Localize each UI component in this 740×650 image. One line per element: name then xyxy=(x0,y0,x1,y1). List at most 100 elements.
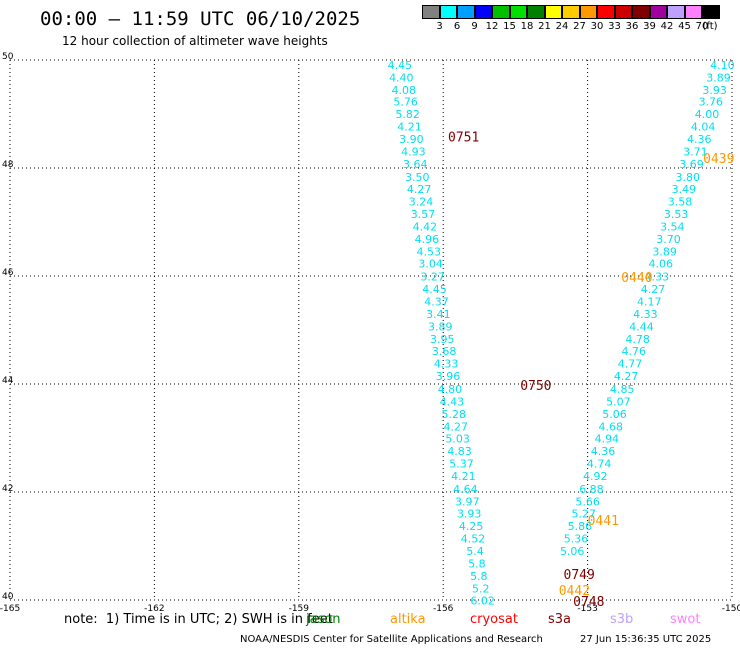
swh-label: 4.25 xyxy=(459,520,484,533)
lat-tick-label: 44 xyxy=(2,376,14,386)
legend-label: 70 xyxy=(695,21,709,32)
legend-swatch xyxy=(632,5,650,19)
swh-label: 4.78 xyxy=(625,333,650,346)
legend-label: 24 xyxy=(555,21,569,32)
swh-label: 5.8 xyxy=(470,570,488,583)
lat-tick-label: 50 xyxy=(2,52,14,62)
swh-label: 4.33 xyxy=(434,358,459,371)
legend-swatch xyxy=(614,5,632,19)
swh-label: 5.07 xyxy=(606,395,631,408)
swh-label: 6.02 xyxy=(470,595,495,608)
pass-time-label: 0439 xyxy=(703,152,734,167)
legend-swatch xyxy=(457,5,475,19)
swh-label: 4.43 xyxy=(440,395,465,408)
swh-label: 3.53 xyxy=(664,208,689,221)
satellite-s3a: s3a xyxy=(548,612,572,627)
swh-label: 4.68 xyxy=(598,420,623,433)
swh-label: 4.21 xyxy=(397,121,422,134)
swh-label: 4.36 xyxy=(591,445,616,458)
swh-label: 4.00 xyxy=(695,108,720,121)
swh-label: 4.92 xyxy=(583,470,608,483)
swh-label: 4.40 xyxy=(389,71,414,84)
swh-label: 5.66 xyxy=(575,495,600,508)
legend-label: 27 xyxy=(573,21,586,32)
legend-swatch xyxy=(684,5,702,19)
swh-label: 4.08 xyxy=(391,84,416,97)
swh-label: 3.93 xyxy=(457,508,482,521)
swh-label: 3.97 xyxy=(455,495,480,508)
swh-label: 5.82 xyxy=(395,108,420,121)
legend-label: 12 xyxy=(485,21,499,32)
legend-swatch xyxy=(527,5,545,19)
swh-label: 3.57 xyxy=(411,208,436,221)
pass-time-label: 0748 xyxy=(573,595,604,610)
swh-label: 4.96 xyxy=(415,233,440,246)
satellite-jason: jason xyxy=(306,612,341,627)
swh-label: 4.52 xyxy=(461,533,486,546)
legend-label: 18 xyxy=(520,21,534,32)
swh-label: 5.8 xyxy=(468,557,486,570)
lat-tick-label: 48 xyxy=(2,160,14,170)
generated-timestamp: 27 Jun 15:36:35 UTC 2025 xyxy=(580,634,712,645)
swh-label: 5.4 xyxy=(466,545,484,558)
lon-tick-label: -150 xyxy=(722,604,740,614)
pass-time-label: 0440 xyxy=(621,271,652,286)
swh-label: 3.50 xyxy=(405,171,430,184)
swh-label: 3.89 xyxy=(652,245,677,258)
swh-label: 4.45 xyxy=(388,59,413,72)
legend-swatch xyxy=(492,5,510,19)
legend-swatch xyxy=(544,5,562,19)
swh-label: 4.21 xyxy=(451,470,476,483)
legend-label: 15 xyxy=(503,21,516,32)
lon-tick-label: -165 xyxy=(0,604,20,614)
legend-label: 39 xyxy=(643,21,656,32)
legend-swatch xyxy=(509,5,527,19)
swh-label: 3.90 xyxy=(399,133,424,146)
swh-label: 4.80 xyxy=(438,383,463,396)
lat-tick-label: 42 xyxy=(2,484,13,494)
swh-label: 3.70 xyxy=(656,233,681,246)
legend-label: 3 xyxy=(436,21,443,32)
swh-label: 5.27 xyxy=(571,508,596,521)
swh-label: 5.28 xyxy=(442,408,467,421)
satellite-swot: swot xyxy=(670,612,701,627)
swh-label: 3.76 xyxy=(699,96,724,109)
legend-label: 30 xyxy=(590,21,604,32)
swh-label: 4.27 xyxy=(443,420,468,433)
swh-label: 3.71 xyxy=(683,145,708,158)
legend-label: 6 xyxy=(453,21,461,32)
swh-label: 5.2 xyxy=(472,582,490,595)
swh-label: 4.42 xyxy=(413,220,438,233)
swh-label: 4.85 xyxy=(610,383,635,396)
swh-label: 4.44 xyxy=(629,320,654,333)
swh-label: 3.04 xyxy=(418,258,443,271)
swh-label: 3.89 xyxy=(706,71,731,84)
lon-tick-label: -153 xyxy=(577,604,597,614)
swh-label: 3.95 xyxy=(430,333,455,346)
swh-label: 3.89 xyxy=(428,320,453,333)
pass-time-label: 0749 xyxy=(564,568,595,583)
swh-label: 4.27 xyxy=(614,370,639,383)
swh-label: 5.06 xyxy=(560,545,585,558)
swh-label: 4.33 xyxy=(645,271,670,284)
swh-label: 4.74 xyxy=(587,458,612,471)
swh-label: 5.76 xyxy=(393,96,418,109)
pass-time-label: 0441 xyxy=(588,514,619,529)
swh-label: 4.17 xyxy=(637,296,662,309)
swh-label: 5.06 xyxy=(602,408,627,421)
legend-label: 45 xyxy=(678,21,691,32)
legend-label: 9 xyxy=(471,21,478,32)
swh-label: 3.96 xyxy=(436,370,461,383)
swh-label: 4.83 xyxy=(447,445,472,458)
swh-label: 3.58 xyxy=(668,196,693,209)
swh-label: 3.64 xyxy=(403,158,428,171)
swh-label: 3.49 xyxy=(672,183,697,196)
legend-unit: (ft) xyxy=(702,21,718,32)
legend-swatch xyxy=(649,5,667,19)
legend-swatches xyxy=(422,5,720,19)
swh-label: 4.04 xyxy=(691,121,716,134)
page-subtitle: 12 hour collection of altimeter wave hei… xyxy=(62,34,328,48)
swh-label: 4.45 xyxy=(422,283,447,296)
swh-label: 5.03 xyxy=(445,433,470,446)
